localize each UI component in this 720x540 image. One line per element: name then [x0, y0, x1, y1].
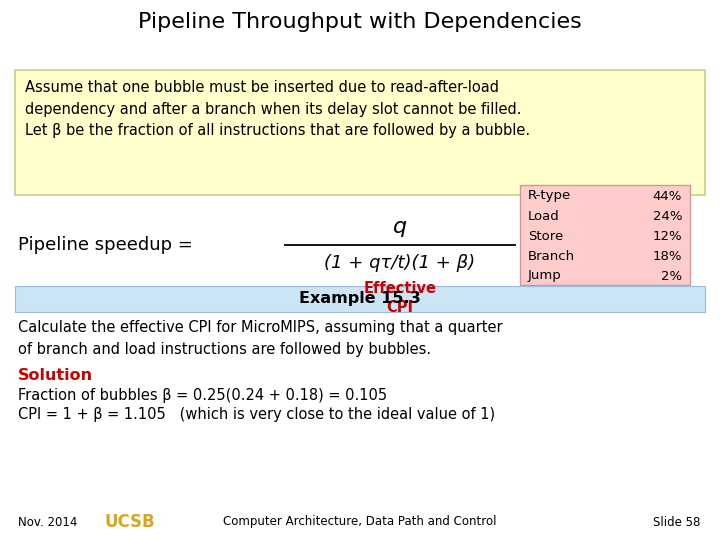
Text: Assume that one bubble must be inserted due to read-after-load
dependency and af: Assume that one bubble must be inserted …	[25, 80, 530, 138]
Text: Store: Store	[528, 230, 563, 242]
Text: 2%: 2%	[661, 269, 682, 282]
Text: 24%: 24%	[652, 210, 682, 222]
Text: (1 + qτ/t)(1 + β): (1 + qτ/t)(1 + β)	[325, 254, 476, 272]
Text: 18%: 18%	[652, 249, 682, 262]
Bar	[520, 185, 690, 285]
Text: R-type: R-type	[528, 190, 571, 202]
Text: Effective
CPI: Effective CPI	[364, 281, 436, 315]
Text: Nov. 2014: Nov. 2014	[18, 516, 77, 529]
Text: Pipeline speedup =: Pipeline speedup =	[18, 236, 199, 254]
Text: UCSB: UCSB	[105, 513, 156, 531]
Text: Branch: Branch	[528, 249, 575, 262]
Text: Jump: Jump	[528, 269, 562, 282]
Text: Slide 58: Slide 58	[652, 516, 700, 529]
Text: Load: Load	[528, 210, 559, 222]
Text: Calculate the effective CPI for MicroMIPS, assuming that a quarter
of branch and: Calculate the effective CPI for MicroMIP…	[18, 320, 503, 356]
Text: Computer Architecture, Data Path and Control: Computer Architecture, Data Path and Con…	[223, 516, 497, 529]
Text: Pipeline Throughput with Dependencies: Pipeline Throughput with Dependencies	[138, 12, 582, 32]
Text: 44%: 44%	[652, 190, 682, 202]
Text: Example 15.3: Example 15.3	[299, 292, 421, 307]
Text: CPI = 1 + β = 1.105   (which is very close to the ideal value of 1): CPI = 1 + β = 1.105 (which is very close…	[18, 407, 495, 422]
Text: 12%: 12%	[652, 230, 682, 242]
Bar	[15, 286, 705, 312]
Text: Solution: Solution	[18, 368, 93, 383]
Text: q: q	[393, 217, 407, 237]
Bar	[15, 70, 705, 195]
Text: Fraction of bubbles β = 0.25(0.24 + 0.18) = 0.105: Fraction of bubbles β = 0.25(0.24 + 0.18…	[18, 388, 387, 403]
